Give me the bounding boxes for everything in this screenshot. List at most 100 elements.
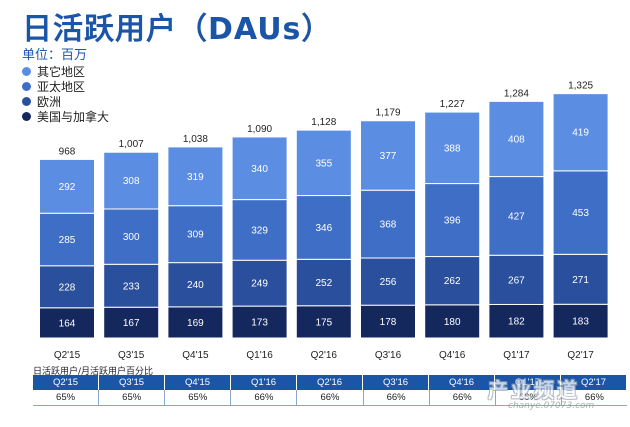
table-value-cell: 66% [496, 390, 562, 405]
bar-segment [488, 100, 545, 178]
bar-total-label: 1,090 [247, 124, 272, 135]
x-tick-label: Q4'15 [182, 350, 209, 361]
bar-total-label: 1,007 [119, 139, 144, 150]
bar-segment [424, 256, 481, 306]
bar-value-label: 175 [315, 317, 332, 328]
bar-value-label: 368 [380, 220, 397, 231]
x-tick-label: Q2'17 [567, 350, 594, 361]
bar-total-label: 1,284 [504, 88, 529, 99]
bar-segment [103, 151, 160, 210]
table-header-row: Q2'15 Q3'15 Q4'15 Q1'16 Q2'16 Q3'16 Q4'1… [33, 375, 627, 390]
bar-segment [424, 304, 481, 339]
table-value-cell: 66% [297, 390, 364, 405]
bar-value-label: 180 [444, 317, 461, 328]
bar-segment [231, 199, 288, 261]
x-tick-label: Q3'16 [375, 350, 402, 361]
bar-segment [488, 176, 545, 256]
legend-dot-europe [22, 97, 31, 106]
table-value-cell: 65% [165, 390, 232, 405]
legend-dot-other [22, 67, 31, 76]
bar-value-label: 249 [251, 279, 268, 290]
page-title: 日活跃用户（DAUs） [22, 12, 333, 47]
bar-segment [39, 158, 95, 214]
x-tick-label: Q2'15 [54, 350, 81, 361]
bar-segment [360, 120, 416, 191]
legend-label-apac: 亚太地区 [37, 80, 86, 94]
bar-value-label: 164 [59, 318, 76, 329]
legend-item-apac: 亚太地区 [22, 79, 109, 94]
bar-total-label: 1,227 [440, 99, 465, 110]
table-value-cell: 66% [430, 390, 496, 405]
bar-value-label: 346 [315, 223, 332, 234]
bar-value-label: 271 [572, 275, 589, 286]
bar-value-label: 285 [59, 235, 76, 246]
table-value-row: 65% 65% 65% 66% 66% 66% 66% 66% 66% [33, 390, 627, 406]
bar-value-label: 240 [187, 280, 204, 291]
watermark-logo: 产业频道 chanye.07073.com [480, 374, 626, 422]
bar-value-label: 319 [187, 172, 204, 183]
bar-segment [360, 189, 416, 259]
bar-segment [39, 212, 95, 267]
table-caption: 日活跃用户/月活跃用户百分比 [33, 367, 154, 377]
table-header-cell: Q1'16 [231, 375, 297, 390]
table-header-cell: Q4'16 [429, 375, 495, 390]
table-header-cell: Q2'16 [297, 375, 363, 390]
bar-segment [552, 253, 609, 305]
bar-value-label: 377 [380, 151, 397, 162]
bar-value-label: 396 [444, 216, 461, 227]
legend-label-europe: 欧洲 [37, 95, 62, 109]
legend-dot-apac [22, 82, 31, 91]
bar-segment [295, 195, 352, 260]
bar-value-label: 178 [380, 317, 397, 328]
bar-segment [167, 205, 224, 264]
dau-mau-table: Q2'15 Q3'15 Q4'15 Q1'16 Q2'16 Q3'16 Q4'1… [33, 375, 627, 406]
bar-value-label: 355 [315, 158, 332, 169]
bar-segment [552, 93, 609, 172]
bar-segment [167, 262, 224, 308]
watermark-mark: 产业频道 [488, 378, 580, 402]
table-header-cell: Q2'15 [33, 375, 99, 390]
bar-value-label: 183 [572, 317, 589, 328]
bar-value-label: 262 [444, 276, 461, 287]
legend-item-us-canada: 美国与加拿大 [22, 109, 109, 124]
bar-value-label: 329 [251, 225, 268, 236]
x-tick-label: Q4'16 [439, 350, 466, 361]
bar-segment [167, 146, 224, 207]
bar-value-label: 388 [444, 143, 461, 154]
legend-dot-us-canada [22, 112, 31, 121]
table-value-cell: 66% [231, 390, 298, 405]
bar-segment [103, 306, 160, 339]
legend-item-europe: 欧洲 [22, 94, 109, 109]
x-tick-label: Q3'15 [118, 350, 145, 361]
x-tick-label: Q1'17 [503, 350, 530, 361]
bar-segment [167, 306, 224, 339]
table-header-cell: Q2'17 [561, 375, 627, 390]
table-header-cell: Q3'15 [99, 375, 165, 390]
bar-value-label: 169 [187, 318, 204, 329]
bar-segment [295, 258, 352, 307]
stacked-bar-chart: 164 228 285 292 968 Q2'15 167 233 300 308 1,007 Q3'… [39, 81, 609, 361]
bar-value-label: 233 [123, 281, 140, 292]
watermark-url: chanye.07073.com [508, 401, 595, 411]
legend-label-us-canada: 美国与加拿大 [37, 110, 110, 124]
bar-segment [231, 259, 288, 307]
legend-label-other: 其它地区 [37, 65, 86, 79]
table-value-cell: 65% [99, 390, 166, 405]
bar-segment [231, 305, 288, 339]
table-value-cell: 66% [364, 390, 430, 405]
bar-total-label: 968 [59, 146, 76, 157]
table-value-cell: 65% [33, 390, 100, 405]
bar-value-label: 173 [251, 318, 268, 329]
bar-value-label: 300 [123, 232, 140, 243]
bar-value-label: 408 [508, 134, 525, 145]
bar-segment [39, 265, 95, 309]
bar-value-label: 267 [508, 275, 525, 286]
bar-segment [231, 136, 288, 201]
bar-value-label: 427 [508, 211, 525, 222]
bar-segment [424, 111, 481, 185]
bar-segment [552, 170, 609, 255]
bar-total-label: 1,179 [375, 108, 400, 119]
bar-value-label: 167 [123, 318, 140, 329]
table-header-cell: Q3'16 [363, 375, 429, 390]
unit-label: 单位：百万 [22, 48, 88, 63]
